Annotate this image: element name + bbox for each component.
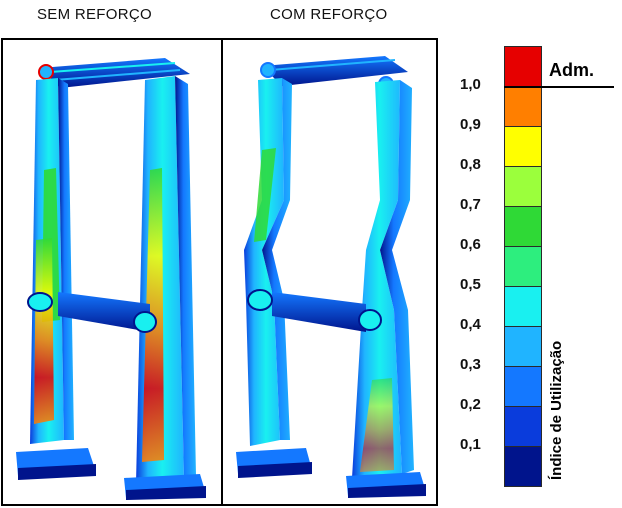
utilization-index-axis-label: Índice de Utilização xyxy=(548,340,565,480)
legend-tick-label: 1,0 xyxy=(460,76,481,93)
left-frame-model xyxy=(16,58,206,500)
legend-tick-label: 0,8 xyxy=(460,156,481,173)
legend-tick-label: 0,5 xyxy=(460,276,481,293)
legend-swatch xyxy=(504,206,542,247)
legend-tick-label: 0,2 xyxy=(460,396,481,413)
legend-tick-label: 0,3 xyxy=(460,356,481,373)
legend-tick-label: 0,7 xyxy=(460,196,481,213)
legend-tick-label: 0,9 xyxy=(460,116,481,133)
legend-swatch xyxy=(504,166,542,207)
legend-swatch xyxy=(504,86,542,127)
legend-tick-label: 0,6 xyxy=(460,236,481,253)
right-panel-title: COM REFORÇO xyxy=(270,6,388,23)
legend-swatch xyxy=(504,126,542,167)
legend-swatch xyxy=(504,366,542,407)
legend-swatch xyxy=(504,326,542,367)
legend-swatch xyxy=(504,246,542,287)
legend-swatch xyxy=(504,406,542,447)
left-panel-title: SEM REFORÇO xyxy=(37,6,152,23)
legend-swatch xyxy=(504,446,542,487)
legend-tick-label: 0,1 xyxy=(460,436,481,453)
right-frame-model xyxy=(236,56,426,498)
admissible-label: Adm. xyxy=(549,60,594,80)
legend-swatch xyxy=(504,286,542,327)
legend-swatch xyxy=(504,46,542,87)
legend-tick-label: 0,4 xyxy=(460,316,481,333)
admissible-limit-line xyxy=(504,86,614,88)
